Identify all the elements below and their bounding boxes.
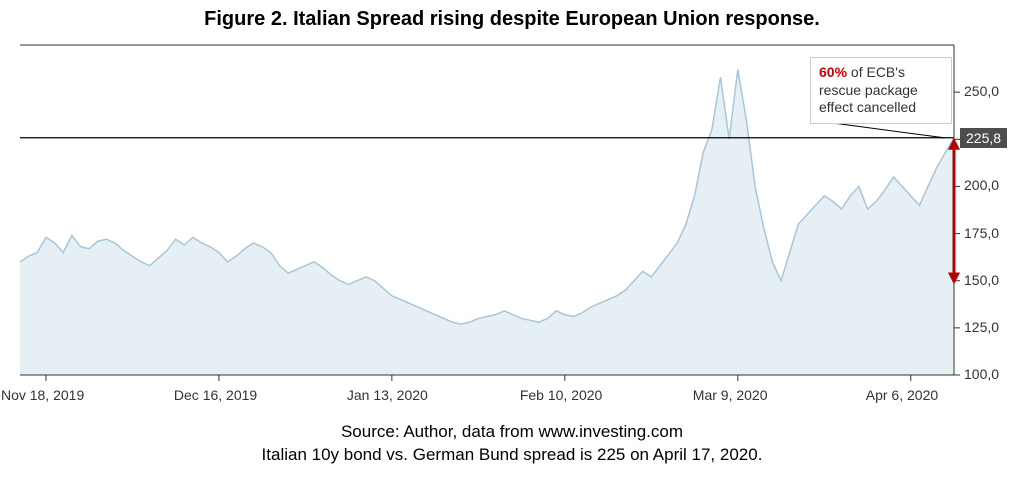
x-tick-label: Dec 16, 2019 <box>174 387 257 403</box>
y-tick-label: 250,0 <box>964 83 999 99</box>
y-tick-label: 150,0 <box>964 272 999 288</box>
chart-title: Figure 2. Italian Spread rising despite … <box>0 8 1024 31</box>
y-tick-label: 175,0 <box>964 225 999 241</box>
x-tick-label: Apr 6, 2020 <box>866 387 938 403</box>
y-tick-label: 200,0 <box>964 177 999 193</box>
chart-container: 225,8 60% of ECB's rescue package effect… <box>10 35 1014 415</box>
caption-line-2: Italian 10y bond vs. German Bund spread … <box>0 444 1024 467</box>
x-tick-label: Jan 13, 2020 <box>347 387 428 403</box>
annotation-highlight: 60% <box>819 64 847 80</box>
y-tick-label: 125,0 <box>964 319 999 335</box>
x-tick-label: Nov 18, 2019 <box>1 387 84 403</box>
current-value-badge: 225,8 <box>960 128 1007 148</box>
annotation-box: 60% of ECB's rescue package effect cance… <box>810 57 952 124</box>
caption-line-1: Source: Author, data from www.investing.… <box>0 421 1024 444</box>
x-tick-label: Mar 9, 2020 <box>693 387 768 403</box>
y-tick-label: 100,0 <box>964 366 999 382</box>
chart-caption: Source: Author, data from www.investing.… <box>0 421 1024 467</box>
x-tick-label: Feb 10, 2020 <box>520 387 603 403</box>
